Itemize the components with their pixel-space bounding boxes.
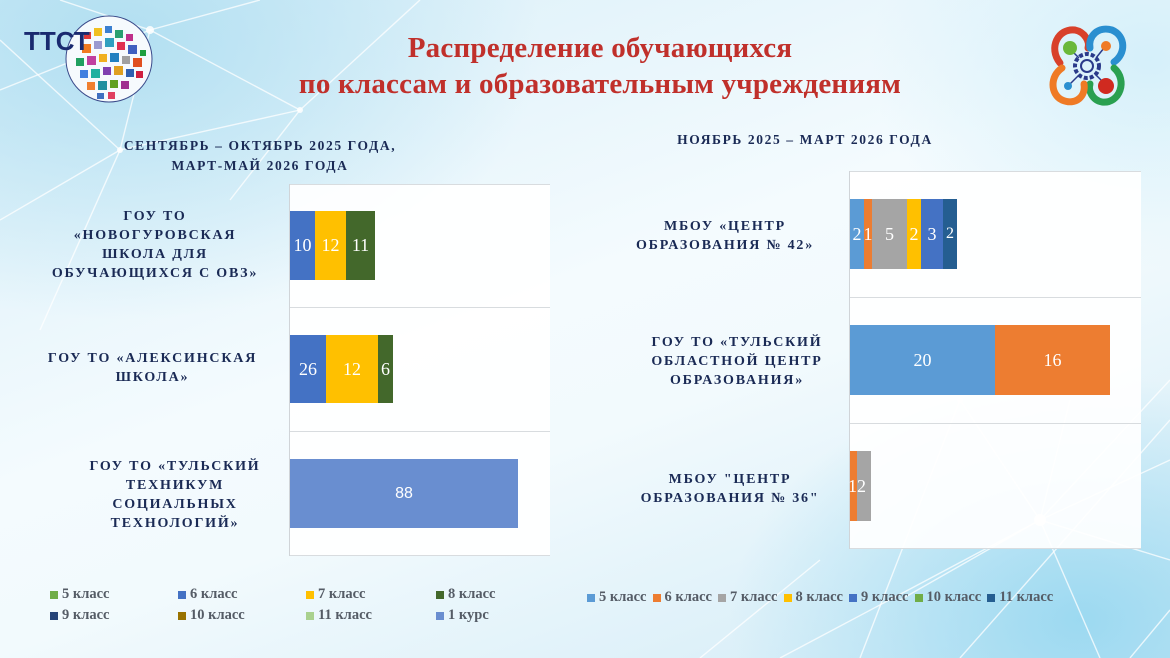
- bar-segment-8-class: 2: [907, 199, 921, 269]
- page-title-line2: по классам и образовательным учреждениям: [298, 68, 902, 100]
- svg-text:ТТСТ: ТТСТ: [24, 26, 90, 56]
- legend-item-5-class: 5 класс: [50, 586, 110, 603]
- left-bar-tulsky-tekhnikum: 88: [290, 459, 518, 528]
- legend-item-9-class: 9 класс: [50, 607, 110, 624]
- left-chart-axis: [289, 184, 290, 556]
- legend-swatch: [50, 611, 58, 620]
- right-category-label-co36: МБОУ "ЦЕНТР ОБРАЗОВАНИЯ № 36": [640, 471, 820, 506]
- legend-swatch: [436, 611, 444, 620]
- right-category-label-tulsky-oblastnoy: ГОУ ТО «ТУЛЬСКИЙ ОБЛАСТНОЙ ЦЕНТР ОБРАЗОВ…: [651, 334, 823, 388]
- right-chart-gridline: [849, 297, 1141, 298]
- legend-swatch: [914, 593, 923, 602]
- left-category-label-aleksinskaya: ГОУ ТО «АЛЕКСИНСКАЯ ШКОЛА»: [47, 350, 258, 385]
- page-title: Распределение обучающихся по классам и о…: [200, 30, 1000, 102]
- right-chart-subtitle: НОЯБРЬ 2025 – МАРТ 2026 ГОДА: [677, 132, 933, 147]
- legend-item-1-course: 1 курс: [436, 607, 489, 624]
- bar-segment-7-class: 5: [872, 199, 907, 269]
- page-title-line1: Распределение обучающихся: [407, 32, 793, 64]
- legend-item-9-class: 9 класс: [849, 589, 909, 606]
- bar-segment-7-class: 2: [857, 451, 871, 521]
- legend-swatch: [587, 593, 595, 602]
- legend-swatch: [178, 611, 186, 620]
- right-category-label-co42: МБОУ «ЦЕНТР ОБРАЗОВАНИЯ № 42»: [635, 218, 815, 253]
- bar-segment-7-class: 12: [326, 335, 378, 403]
- legend-swatch: [652, 593, 661, 602]
- education-center-logo: [1040, 18, 1135, 113]
- legend-swatch: [436, 590, 444, 599]
- legend-item-7-class: 7 класс: [718, 589, 778, 606]
- bar-segment-8-class: 6: [378, 335, 393, 403]
- legend-item-10-class: 10 класс: [914, 589, 981, 606]
- right-chart-axis: [849, 171, 850, 549]
- left-chart-gridline: [289, 555, 550, 556]
- bar-segment-6-class: 1: [848, 451, 857, 521]
- left-chart-gridline: [289, 431, 550, 432]
- bar-segment-1-course: 88: [290, 459, 518, 528]
- right-bar-co36: 1 2: [848, 451, 871, 521]
- bar-segment-6-class: 26: [290, 335, 326, 403]
- bar-segment-6-class: 10: [290, 211, 315, 280]
- legend-item-11-class: 11 класс: [987, 589, 1053, 606]
- legend-swatch: [849, 593, 857, 602]
- right-chart-gridline: [849, 423, 1141, 424]
- right-chart-gridline: [849, 548, 1141, 549]
- ttst-logo: ТТСТ: [22, 14, 157, 104]
- legend-swatch: [50, 590, 58, 599]
- right-chart-gridline: [849, 171, 1141, 172]
- left-chart-subtitle: СЕНТЯБРЬ – ОКТЯБРЬ 2025 ГОДА, МАРТ-МАЙ 2…: [123, 138, 397, 173]
- legend-swatch: [178, 590, 186, 599]
- legend-item-8-class: 8 класс: [436, 586, 496, 603]
- legend-swatch: [306, 590, 314, 599]
- bar-segment-6-class: 1: [864, 199, 873, 269]
- left-bar-novogurovskaya: 10 12 11: [290, 211, 375, 280]
- legend-item-5-class: 5 класс: [587, 589, 647, 606]
- bar-segment-8-class: 11: [346, 211, 375, 280]
- legend-swatch: [987, 593, 996, 602]
- legend-item-6-class: 6 класс: [178, 586, 238, 603]
- legend-item-7-class: 7 класс: [306, 586, 366, 603]
- right-bar-co42: 2 1 5 2 3 2: [850, 199, 957, 269]
- legend-item-10-class: 10 класс: [178, 607, 245, 624]
- left-category-label-tulsky-tekhnikum: ГОУ ТО «ТУЛЬСКИЙ ТЕХНИКУМ СОЦИАЛЬНЫХ ТЕХ…: [89, 459, 261, 531]
- legend-item-11-class: 11 класс: [306, 607, 372, 624]
- right-bar-tulsky-oblastnoy: 20 16: [850, 325, 1110, 395]
- left-chart-gridline: [289, 307, 550, 308]
- legend-swatch: [783, 593, 792, 602]
- legend-swatch: [718, 593, 726, 602]
- legend-item-6-class: 6 класс: [652, 589, 712, 606]
- bar-segment-5-class: 20: [850, 325, 995, 395]
- left-chart-gridline: [289, 184, 550, 185]
- bar-segment-9-class: 3: [921, 199, 943, 269]
- bar-segment-5-class: 2: [850, 199, 864, 269]
- bar-segment-11-class: 2: [943, 199, 957, 269]
- bar-segment-7-class: 12: [315, 211, 346, 280]
- legend-swatch: [306, 611, 314, 620]
- legend-item-8-class: 8 класс: [783, 589, 843, 606]
- left-bar-aleksinskaya: 26 12 6: [290, 335, 393, 403]
- bar-segment-6-class: 16: [995, 325, 1110, 395]
- left-category-label-novogurovskaya: ГОУ ТО «НОВОГУРОВСКАЯ ШКОЛА ДЛЯ ОБУЧАЮЩИ…: [51, 209, 259, 281]
